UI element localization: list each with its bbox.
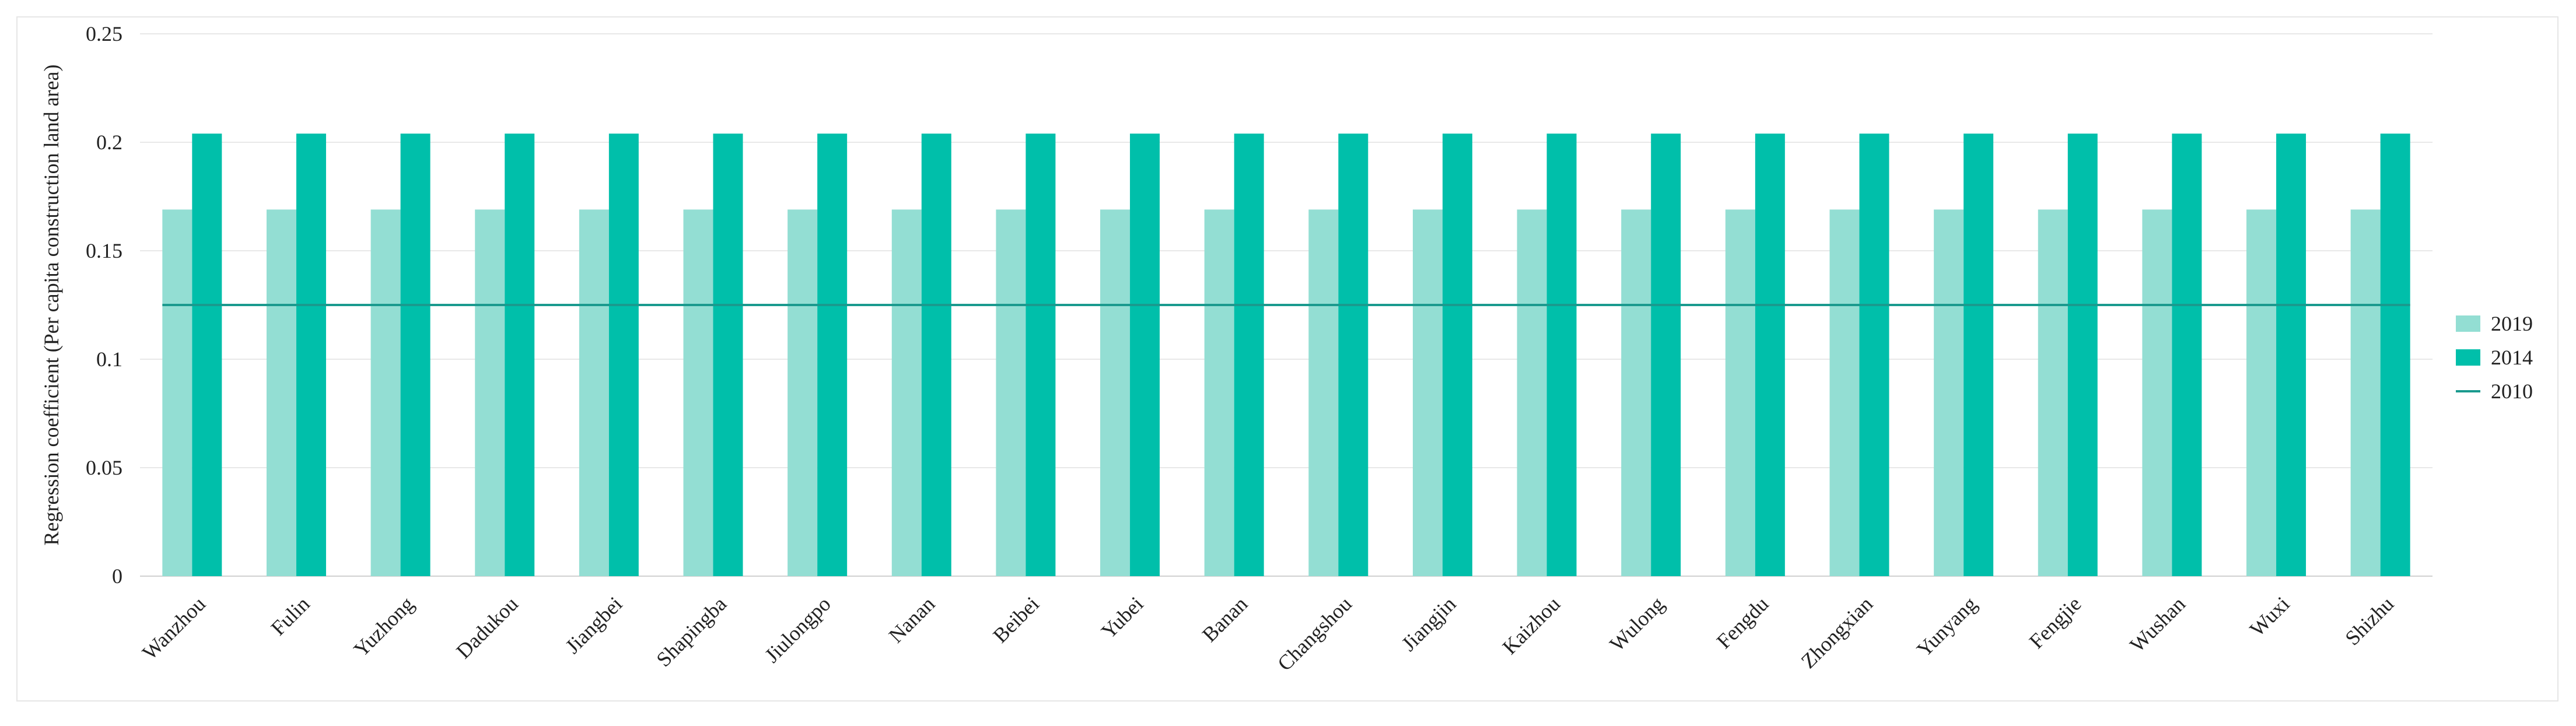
y-axis: 0 0.05 0.1 0.15 0.2 0.25: [86, 22, 123, 588]
x-tick-label: Zhongxian: [1797, 592, 1878, 673]
y-tick-label: 0.1: [96, 348, 123, 371]
x-tick-label: Banan: [1198, 592, 1252, 646]
legend-swatch-2019: [2456, 315, 2480, 332]
x-tick-label: Yubei: [1097, 592, 1148, 643]
bar-2019-nanan: [891, 209, 922, 576]
bar-2014-yubei: [1130, 134, 1160, 576]
bar-2019-jiangbei: [579, 209, 609, 576]
bar-2014-jiangjin: [1442, 134, 1472, 576]
bar-2014-banan: [1234, 134, 1264, 576]
bar-2019-banan: [1204, 209, 1234, 576]
bar-2019-kaizhou: [1517, 209, 1547, 576]
y-tick-label: 0.25: [86, 22, 123, 45]
y-axis-title: Regression coefficient (Per capita const…: [40, 65, 63, 546]
bar-2014-fengdu: [1755, 134, 1785, 576]
bar-2014-dadukou: [505, 134, 535, 576]
x-tick-label: Wushan: [2125, 592, 2190, 657]
x-tick-label: Jiulongpo: [760, 592, 835, 667]
x-tick-label: Jiangjin: [1397, 592, 1461, 655]
bar-2014-wulong: [1651, 134, 1681, 576]
bar-2014-kaizhou: [1546, 134, 1577, 576]
legend-swatch-2014: [2456, 349, 2480, 366]
x-tick-label: Yuzhong: [349, 592, 418, 661]
x-tick-label: Dadukou: [452, 592, 523, 663]
bar-2014-yunyang: [1964, 134, 1994, 576]
bar-2019-shizhu: [2350, 209, 2381, 576]
bar-2019-beibei: [996, 209, 1026, 576]
x-tick-label: Shapingba: [652, 592, 731, 671]
bar-2019-zhongxian: [1829, 209, 1860, 576]
bar-2019-jiangjin: [1412, 209, 1443, 576]
x-tick-label: Kaizhou: [1498, 592, 1565, 659]
bar-2014-wuxi: [2276, 134, 2306, 576]
bar-2019-fulin: [266, 209, 296, 576]
x-tick-label: Shizhu: [2340, 592, 2398, 650]
bar-2014-changshou: [1338, 134, 1368, 576]
legend-label-2010: 2010: [2491, 380, 2533, 403]
bar-2014-fulin: [296, 134, 326, 576]
bar-2014-beibei: [1026, 134, 1056, 576]
bar-2019-jiulongpo: [788, 209, 818, 576]
legend: 2019 2014 2010: [2456, 312, 2533, 403]
y-tick-label: 0.05: [86, 456, 123, 479]
bar-2019-yuzhong: [370, 209, 401, 576]
bar-2019-wulong: [1621, 209, 1651, 576]
x-tick-label: Fengjie: [2025, 592, 2086, 653]
x-tick-label: Beibei: [988, 592, 1044, 647]
x-axis: Wanzhou Fulin Yuzhong Dadukou Jiangbei Shapin…: [138, 592, 2398, 675]
bar-2014-nanan: [921, 134, 951, 576]
bar-2014-zhongxian: [1859, 134, 1889, 576]
bar-2019-wanzhou: [162, 209, 192, 576]
bar-2014-wushan: [2172, 134, 2202, 576]
x-tick-label: Wuxi: [2245, 592, 2294, 641]
bar-2014-shapingba: [713, 134, 743, 576]
bar-2019-wuxi: [2246, 209, 2277, 576]
bar-2019-fengjie: [2038, 209, 2068, 576]
bar-2014-fengjie: [2067, 134, 2098, 576]
x-tick-label: Changshou: [1273, 592, 1356, 675]
legend-label-2019: 2019: [2491, 312, 2533, 335]
legend-label-2014: 2014: [2491, 346, 2533, 369]
bar-2019-fengdu: [1725, 209, 1755, 576]
x-tick-label: Fulin: [267, 592, 314, 640]
bar-2019-yunyang: [1934, 209, 1964, 576]
x-tick-label: Nanan: [884, 592, 940, 647]
bar-2014-wanzhou: [192, 134, 222, 576]
x-tick-label: Fengdu: [1712, 592, 1773, 653]
bars: [162, 134, 2410, 576]
bar-2019-wushan: [2142, 209, 2172, 576]
bar-2019-dadukou: [475, 209, 505, 576]
x-tick-label: Wulong: [1605, 592, 1669, 655]
bar-2014-jiangbei: [608, 134, 639, 576]
x-tick-label: Yunyang: [1912, 592, 1982, 661]
bar-2014-shizhu: [2380, 134, 2410, 576]
y-tick-label: 0.2: [96, 131, 123, 154]
bar-2019-shapingba: [683, 209, 713, 576]
bar-2014-jiulongpo: [817, 134, 848, 576]
y-tick-label: 0: [112, 564, 123, 588]
x-tick-label: Jiangbei: [561, 592, 626, 658]
bar-2014-yuzhong: [400, 134, 430, 576]
x-tick-label: Wanzhou: [138, 592, 210, 664]
y-tick-label: 0.15: [86, 239, 123, 262]
bar-2019-changshou: [1308, 209, 1339, 576]
bar-2019-yubei: [1100, 209, 1130, 576]
